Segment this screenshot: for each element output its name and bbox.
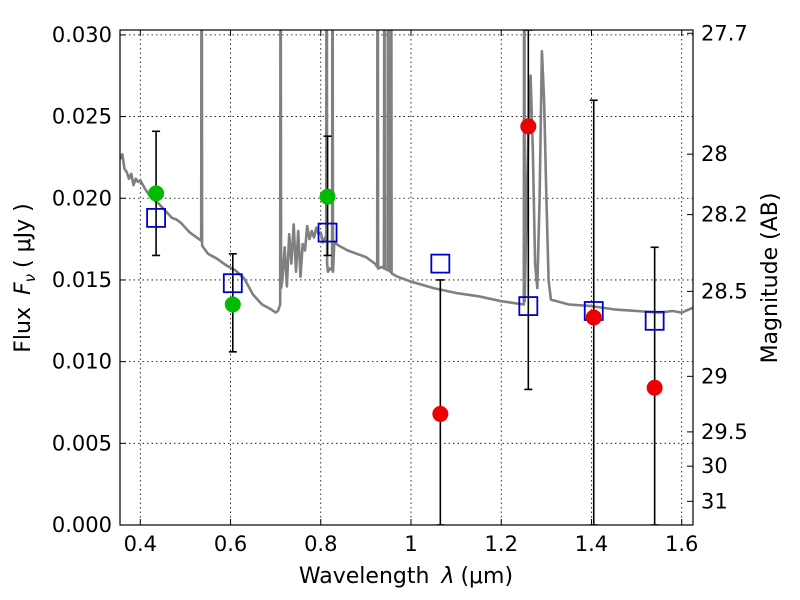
- y2-axis-label: Magnitude (AB): [758, 193, 783, 364]
- model-flux-marker: [430, 253, 451, 274]
- y-tick-label: 0.020: [52, 186, 112, 210]
- y-tick-label: 0.030: [52, 23, 112, 47]
- y2-tick-label: 28.2: [701, 203, 748, 227]
- y2-tick-label: 28: [701, 142, 728, 166]
- detected-photometry-point: [224, 296, 241, 313]
- y2-tick-label: 30: [701, 454, 728, 478]
- x-tick-label: 1.2: [485, 532, 518, 556]
- template-spectrum-line: [120, 30, 693, 314]
- y-axis-label: FluxFν( μJy ): [11, 203, 39, 352]
- detected-photometry-point: [319, 188, 336, 205]
- y-tick-label: 0.005: [52, 431, 112, 455]
- x-tick-label: 1: [404, 532, 417, 556]
- model-flux-marker: [317, 222, 338, 243]
- template-spectrum-layer: [120, 30, 693, 314]
- model-flux-marker: [146, 207, 166, 228]
- nondetected-photometry-point: [432, 405, 449, 422]
- y-tick-label: 0.025: [52, 105, 112, 129]
- y2-tick-label: 27.7: [701, 21, 748, 45]
- detected-photometry-point: [148, 185, 165, 202]
- y-tick-label: 0.000: [52, 513, 112, 537]
- y2-tick-label: 31: [701, 489, 728, 513]
- nondetected-photometry-point: [520, 118, 537, 135]
- x-tick-label: 0.4: [124, 532, 157, 556]
- y-tick-label: 0.015: [52, 268, 112, 292]
- nondetected-photometry-point: [646, 379, 663, 396]
- plot-frame: [119, 29, 694, 526]
- x-tick-label: 1.4: [575, 532, 608, 556]
- y2-tick-label: 29.5: [701, 420, 748, 444]
- model-flux-marker: [222, 273, 243, 294]
- x-tick-label: 0.6: [214, 532, 247, 556]
- x-tick-label: 0.8: [304, 532, 337, 556]
- model-flux-marker: [644, 310, 665, 331]
- axis-ticks: 0.4 0.6 0.8 1 1.2 1.4 1.6 0.000 0.005 0.010 0.015 0…: [52, 21, 748, 556]
- y2-tick-label: 29: [701, 364, 728, 388]
- y2-tick-label: 28.5: [701, 279, 748, 303]
- error-bar-layer: [152, 30, 659, 525]
- x-tick-label: 1.6: [665, 532, 698, 556]
- data-point-layer: [146, 118, 665, 422]
- model-flux-marker: [518, 296, 539, 316]
- x-axis-label: Wavelength λ (μm): [299, 564, 513, 589]
- nondetected-photometry-point: [585, 309, 602, 326]
- y-tick-label: 0.010: [52, 350, 112, 374]
- grid: [120, 30, 693, 526]
